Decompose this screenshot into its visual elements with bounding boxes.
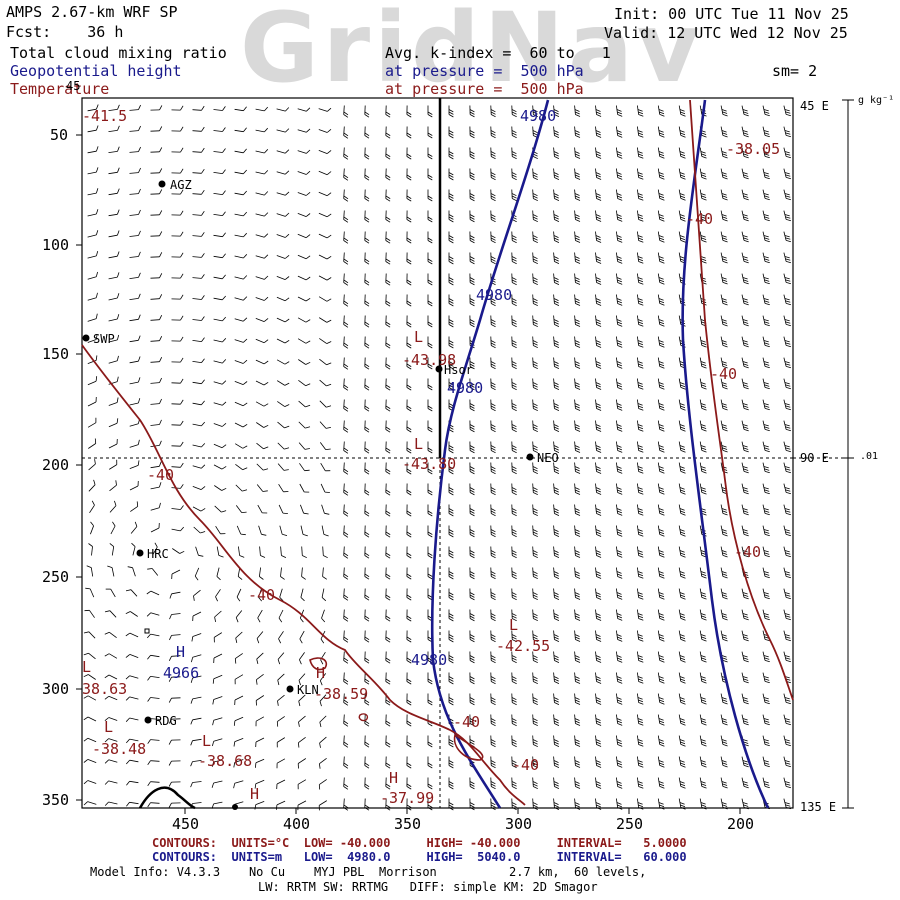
temperature-contour xyxy=(309,657,328,671)
pressure-level-2: at pressure = 500 hPa xyxy=(385,80,584,98)
geopotential-contour xyxy=(681,99,770,809)
station-dot xyxy=(144,716,152,724)
temperature-contour xyxy=(358,713,369,722)
high-marker: H xyxy=(389,769,399,787)
model-info-physics: LW: RRTM SW: RRTMG DIFF: simple KM: 2D S… xyxy=(258,880,598,894)
height-label: 4980 xyxy=(476,286,513,304)
station-label: RDG xyxy=(155,714,177,728)
station-dot xyxy=(82,334,90,342)
temp-label: -40 xyxy=(512,756,540,774)
temp-label: -42.55 xyxy=(496,637,551,655)
field-geopotential: Geopotential height xyxy=(10,62,182,80)
low-marker: L xyxy=(82,658,92,676)
temperature-contour xyxy=(689,99,794,701)
right-scale-label: 135 E xyxy=(800,800,837,814)
temp-label: -40 xyxy=(734,543,762,561)
station-label: HRC xyxy=(147,547,169,561)
field-cloud: Total cloud mixing ratio xyxy=(10,44,227,62)
x-tick-label: 300 xyxy=(505,815,533,833)
y-tick-label: 250 xyxy=(42,568,70,586)
right-scale-label: 90 E xyxy=(800,451,829,465)
low-marker: L xyxy=(104,718,114,736)
temp-label: -37.99 xyxy=(380,789,435,807)
x-tick-label: 400 xyxy=(283,815,311,833)
model-title: AMPS 2.67-km WRF SP xyxy=(6,3,178,21)
y-tick-label: 150 xyxy=(42,345,70,363)
y-tick-label: 100 xyxy=(42,236,70,254)
temp-label: -38.68 xyxy=(198,752,253,770)
temp-label: -43.80 xyxy=(402,455,457,473)
high-marker: H xyxy=(176,643,186,661)
plot-frame xyxy=(81,97,794,809)
temp-label: -38.59 xyxy=(314,685,369,703)
temp-label: -40 xyxy=(453,713,481,731)
temp-label: -40 xyxy=(686,210,714,228)
low-marker: L xyxy=(414,328,424,346)
station-label: Hsor xyxy=(444,363,473,377)
k-index: Avg. k-index = 60 to 1 xyxy=(385,44,611,62)
station-dot xyxy=(286,685,294,693)
y-axis-ticks xyxy=(76,134,741,814)
station-dot xyxy=(232,804,238,810)
height-label: 4980 xyxy=(447,379,484,397)
temperature-contour xyxy=(81,344,526,806)
temp-label: -38.48 xyxy=(92,740,147,758)
coastline xyxy=(138,786,196,810)
field-temperature: Temperature xyxy=(10,80,110,98)
gridnav-watermark: GridNav xyxy=(240,0,704,104)
temp-label: 38.63 xyxy=(82,680,128,698)
model-info: Model Info: V4.3.3 No Cu MYJ PBL Morriso… xyxy=(90,865,647,879)
temperature-legend: CONTOURS: UNITS=°C LOW= -40.000 HIGH= -4… xyxy=(152,836,687,850)
low-marker: L xyxy=(414,435,424,453)
y-tick-label: 200 xyxy=(42,456,70,474)
colorbar-unit: g kg⁻¹ xyxy=(858,95,895,106)
right-scale-label: 45 E xyxy=(800,99,829,113)
forecast-hour: Fcst: 36 h xyxy=(6,23,124,41)
high-marker: H xyxy=(316,664,326,682)
height-label: 4966 xyxy=(163,664,200,682)
y-tick-label: 300 xyxy=(42,680,70,698)
colorbar-value: .01 xyxy=(860,451,879,462)
temp-label: -43.98 xyxy=(402,351,457,369)
high-marker: H xyxy=(250,785,260,803)
station-label: SWP xyxy=(93,332,115,346)
y-tick-label: 50 xyxy=(50,126,69,144)
y-tick-label: 350 xyxy=(42,791,70,809)
init-time: Init: 00 UTC Tue 11 Nov 25 xyxy=(614,5,849,23)
station-label: NEO xyxy=(537,451,559,465)
low-marker: L xyxy=(202,732,212,750)
valid-time: Valid: 12 UTC Wed 12 Nov 25 xyxy=(604,24,848,42)
station-label: KLN xyxy=(297,683,319,697)
temp-label: -38.05 xyxy=(726,140,781,158)
geopotential-legend: CONTOURS: UNITS=m LOW= 4980.0 HIGH= 5040… xyxy=(152,850,687,864)
smoothing: sm= 2 xyxy=(772,62,818,80)
x-tick-label: 200 xyxy=(727,815,755,833)
height-label: 4980 xyxy=(520,107,557,125)
x-tick-label: 350 xyxy=(394,815,422,833)
station-dot xyxy=(526,453,534,461)
temp-label: -41.5 xyxy=(82,107,128,125)
x-tick-label: 450 xyxy=(172,815,200,833)
temp-label: -40 xyxy=(147,466,175,484)
station-label: AGZ xyxy=(170,178,192,192)
station-dot xyxy=(435,365,443,373)
geopotential-contour xyxy=(430,99,550,809)
temp-label: -40 xyxy=(710,365,738,383)
station-dot xyxy=(136,549,144,557)
y-top-label: 45 xyxy=(66,79,81,93)
x-tick-label: 250 xyxy=(616,815,644,833)
station-dot xyxy=(158,180,166,188)
temperature-contour xyxy=(453,733,484,761)
height-label: 4980 xyxy=(411,651,448,669)
low-marker: L xyxy=(509,616,519,634)
station-markers xyxy=(82,180,534,810)
temp-label: -40 xyxy=(248,586,276,604)
pressure-level-1: at pressure = 500 hPa xyxy=(385,62,584,80)
